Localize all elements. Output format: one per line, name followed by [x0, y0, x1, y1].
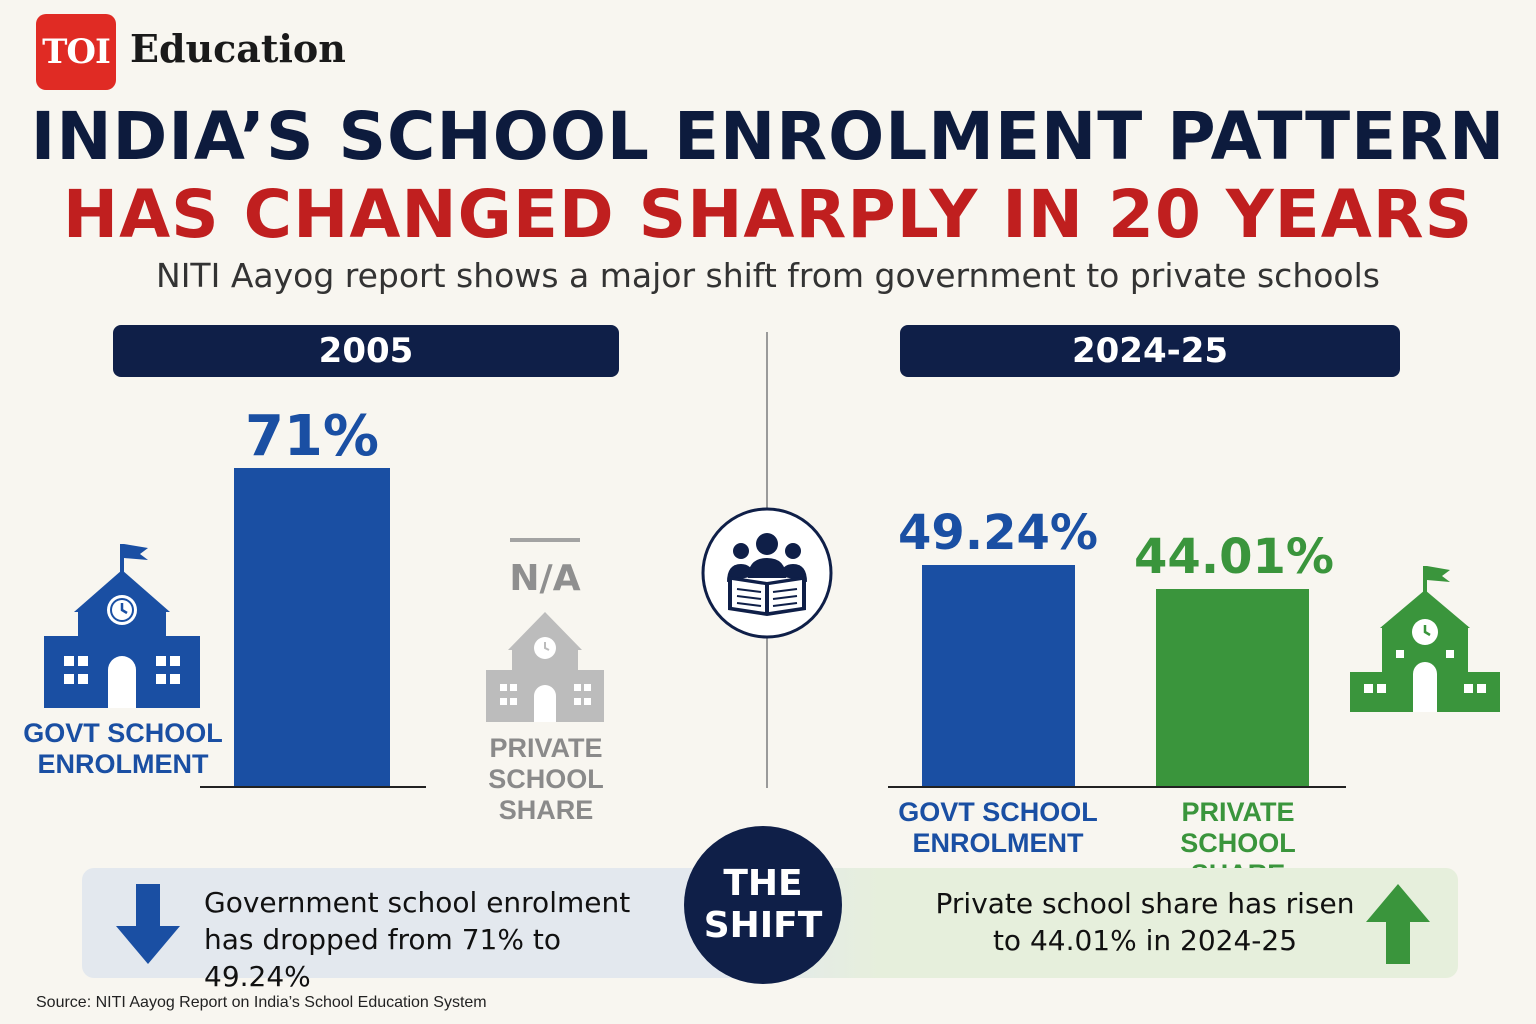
year-pill-2024-25: 2024-25 [900, 325, 1400, 377]
subtitle: NITI Aayog report shows a major shift fr… [156, 256, 1380, 295]
private-label-2005: PRIVATE SCHOOL SHARE [488, 733, 604, 825]
arrow-down-icon [116, 884, 180, 964]
bar-value-2024-private: 44.01% [1134, 528, 1334, 585]
private-school-building-icon-grey [486, 612, 604, 722]
bar-value-2005-govt: 71% [244, 403, 380, 469]
toi-logo: TOI [36, 14, 116, 90]
private-school-building-icon-green [1350, 564, 1500, 712]
the-shift-badge: THE SHIFT [684, 826, 842, 984]
source-note: Source: NITI Aayog Report on India’s Sch… [36, 994, 487, 1011]
brand-name: Education [130, 26, 346, 71]
bar-2024-private [1156, 588, 1309, 786]
bar-2005-govt [234, 467, 390, 786]
baseline-2005 [200, 786, 426, 788]
bar-value-2005-private: N/A [509, 558, 581, 599]
students-reading-icon [700, 506, 834, 640]
govt-label-2024: GOVT SCHOOL ENROLMENT [898, 797, 1098, 858]
year-pill-2005: 2005 [113, 325, 619, 377]
baseline-2024 [888, 786, 1346, 788]
headline-line-1: INDIA’S SCHOOL ENROLMENT PATTERN [30, 98, 1506, 175]
bar-value-2024-govt: 49.24% [898, 505, 1098, 562]
shift-govt-text: Government school enrolment has dropped f… [204, 886, 631, 993]
bar-2024-govt [922, 565, 1075, 786]
na-dash [510, 538, 580, 542]
govt-school-building-icon [44, 540, 200, 708]
headline-line-2: HAS CHANGED SHARPLY IN 20 YEARS [62, 176, 1474, 253]
arrow-up-icon [1366, 884, 1430, 964]
govt-label-2005: GOVT SCHOOL ENROLMENT [23, 718, 223, 779]
shift-private-text: Private school share has risen to 44.01% … [935, 887, 1355, 957]
